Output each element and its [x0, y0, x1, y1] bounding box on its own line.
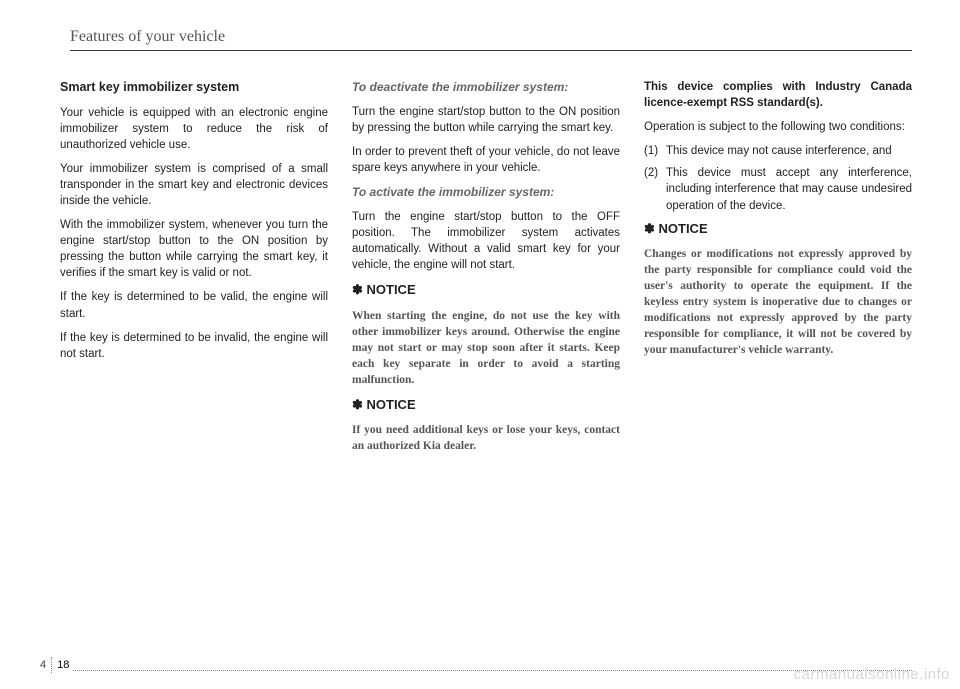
content-columns: Smart key immobilizer system Your vehicl…	[60, 79, 912, 462]
col3-li2: (2) This device must accept any interfer…	[644, 165, 912, 213]
manual-page: Features of your vehicle Smart key immob…	[0, 0, 960, 689]
column-3: This device complies with Industry Canad…	[644, 79, 912, 462]
col2-h2: To activate the immobilizer system:	[352, 184, 620, 201]
col2-h1: To deactivate the immobilizer system:	[352, 79, 620, 96]
col3-notice-head: ✽ NOTICE	[644, 220, 912, 238]
watermark: carmanualsonline.info	[794, 666, 950, 683]
col3-p1: Operation is subject to the following tw…	[644, 119, 912, 135]
col2-p2: In order to prevent theft of your vehicl…	[352, 144, 620, 176]
col1-p1: Your vehicle is equipped with an electro…	[60, 105, 328, 153]
col2-p3: Turn the engine start/stop button to the…	[352, 209, 620, 273]
section-header: Features of your vehicle	[70, 28, 912, 51]
chapter-number: 4	[40, 657, 52, 673]
column-2: To deactivate the immobilizer system: Tu…	[352, 79, 620, 462]
col3-li2-txt: This device must accept any interference…	[666, 165, 912, 213]
col3-li1-txt: This device may not cause interference, …	[666, 143, 912, 159]
col2-p1: Turn the engine start/stop button to the…	[352, 104, 620, 136]
col1-p3: With the immobilizer system, whenever yo…	[60, 217, 328, 281]
page-number: 4 18	[40, 657, 73, 673]
col2-notice1-head: ✽ NOTICE	[352, 281, 620, 299]
col1-title: Smart key immobilizer system	[60, 79, 328, 97]
col2-notice2-body: If you need additional keys or lose your…	[352, 422, 620, 454]
column-1: Smart key immobilizer system Your vehicl…	[60, 79, 328, 462]
col2-notice2-head: ✽ NOTICE	[352, 396, 620, 414]
col1-p2: Your immobilizer system is comprised of …	[60, 161, 328, 209]
col3-bold: This device complies with Industry Canad…	[644, 79, 912, 111]
col3-notice-body: Changes or modifications not expressly a…	[644, 246, 912, 359]
page-num: 18	[57, 659, 69, 671]
col3-li2-num: (2)	[644, 165, 666, 213]
col2-notice1-body: When starting the engine, do not use the…	[352, 308, 620, 388]
col1-p5: If the key is determined to be invalid, …	[60, 330, 328, 362]
col3-li1-num: (1)	[644, 143, 666, 159]
page-footer: 4 18	[40, 670, 912, 671]
col1-p4: If the key is determined to be valid, th…	[60, 289, 328, 321]
col3-li1: (1) This device may not cause interferen…	[644, 143, 912, 159]
